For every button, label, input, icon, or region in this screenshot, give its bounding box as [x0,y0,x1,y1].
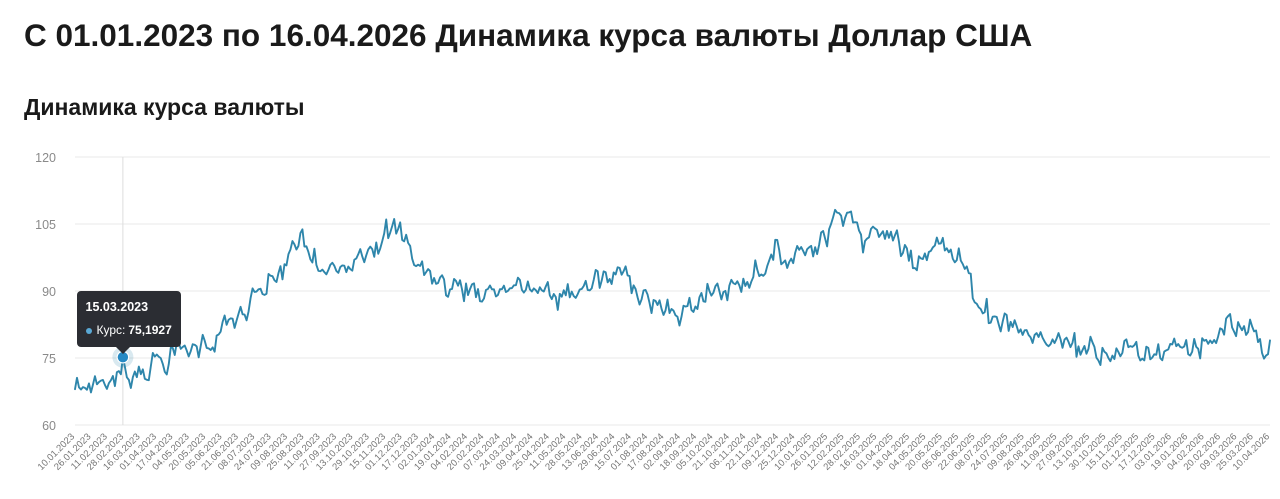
svg-text:60: 60 [42,419,56,433]
svg-text:75: 75 [42,352,56,366]
svg-text:105: 105 [35,218,56,232]
svg-text:90: 90 [42,285,56,299]
svg-text:120: 120 [35,151,56,165]
